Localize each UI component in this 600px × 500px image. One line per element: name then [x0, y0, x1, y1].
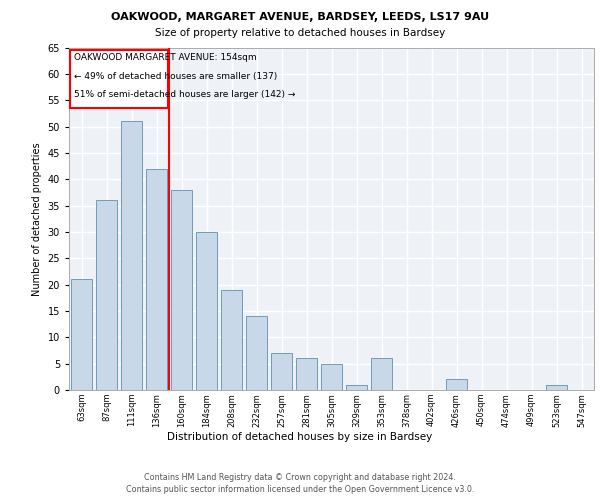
Bar: [346, 384, 367, 390]
Text: OAKWOOD, MARGARET AVENUE, BARDSEY, LEEDS, LS17 9AU: OAKWOOD, MARGARET AVENUE, BARDSEY, LEEDS…: [111, 12, 489, 22]
Text: 51% of semi-detached houses are larger (142) →: 51% of semi-detached houses are larger (…: [74, 90, 295, 98]
Text: Contains public sector information licensed under the Open Government Licence v3: Contains public sector information licen…: [126, 485, 474, 494]
Bar: [221, 290, 242, 390]
Bar: [296, 358, 317, 390]
Bar: [546, 384, 567, 390]
Bar: [446, 380, 467, 390]
Text: Contains HM Land Registry data © Crown copyright and database right 2024.: Contains HM Land Registry data © Crown c…: [144, 472, 456, 482]
Bar: [146, 168, 167, 390]
Y-axis label: Number of detached properties: Number of detached properties: [32, 142, 42, 296]
Bar: [171, 190, 192, 390]
Text: ← 49% of detached houses are smaller (137): ← 49% of detached houses are smaller (13…: [74, 72, 277, 80]
Text: OAKWOOD MARGARET AVENUE: 154sqm: OAKWOOD MARGARET AVENUE: 154sqm: [74, 54, 257, 62]
Bar: [321, 364, 342, 390]
Bar: [271, 353, 292, 390]
Bar: [121, 122, 142, 390]
Bar: [371, 358, 392, 390]
Text: Size of property relative to detached houses in Bardsey: Size of property relative to detached ho…: [155, 28, 445, 38]
Bar: [71, 280, 92, 390]
Bar: [96, 200, 117, 390]
Text: Distribution of detached houses by size in Bardsey: Distribution of detached houses by size …: [167, 432, 433, 442]
Bar: [246, 316, 267, 390]
FancyBboxPatch shape: [70, 50, 168, 108]
Bar: [196, 232, 217, 390]
